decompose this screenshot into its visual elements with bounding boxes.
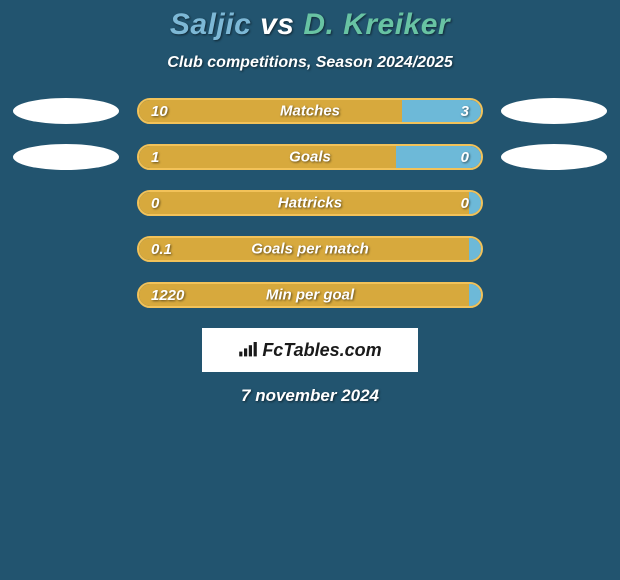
stat-row: 00Hattricks [0,190,620,216]
bar-chart-icon [238,342,258,358]
stat-label: Goals [289,149,331,166]
stat-bar: 10 3 Matches [137,98,483,124]
bar-segment-left: 10 [139,100,402,122]
value-left: 1 [151,149,159,166]
player-right-marker [501,144,607,170]
title-vs: vs [260,8,294,41]
footer-date: 7 november 2024 [0,386,620,406]
stat-bar: 1 0 Goals [137,144,483,170]
value-left: 0 [151,195,159,212]
brand-text: FcTables.com [262,340,381,361]
stat-row: 1 0 Goals [0,144,620,170]
stat-row: 10 3 Matches [0,98,620,124]
stat-label: Goals per match [251,241,369,258]
stat-bar: 1220 Min per goal [137,282,483,308]
player-left-marker [13,98,119,124]
bar-segment-right [469,238,481,260]
brand-box: FcTables.com [202,328,418,372]
value-right: 0 [461,149,469,166]
player-left-marker [13,144,119,170]
value-left: 0.1 [151,241,172,258]
bars-container: 103Matches10Goals00Hattricks0.1Goals per… [0,98,620,308]
page-title: Saljic vs D. Kreiker [0,8,620,42]
stat-row: 0.1 Goals per match [0,236,620,262]
bar-segment-right: 0 [396,146,482,168]
title-player-right: D. Kreiker [295,8,451,41]
value-left: 1220 [151,287,184,304]
stat-label: Hattricks [278,195,342,212]
bar-segment-right: 0 [469,192,481,214]
comparison-panel: Saljic vs D. Kreiker Club competitions, … [0,0,620,580]
bar-segment-right [469,284,481,306]
stat-label: Min per goal [266,287,354,304]
stat-label: Matches [280,103,340,120]
bar-segment-left: 1 [139,146,396,168]
brand: FcTables.com [238,340,381,361]
stat-row: 1220 Min per goal [0,282,620,308]
stat-bar: 0.1 Goals per match [137,236,483,262]
value-right: 0 [461,195,469,212]
title-player-left: Saljic [170,8,260,41]
stat-bar: 00Hattricks [137,190,483,216]
subtitle: Club competitions, Season 2024/2025 [0,54,620,72]
player-right-marker [501,98,607,124]
bar-segment-right: 3 [402,100,481,122]
value-right: 3 [461,103,469,120]
value-left: 10 [151,103,168,120]
